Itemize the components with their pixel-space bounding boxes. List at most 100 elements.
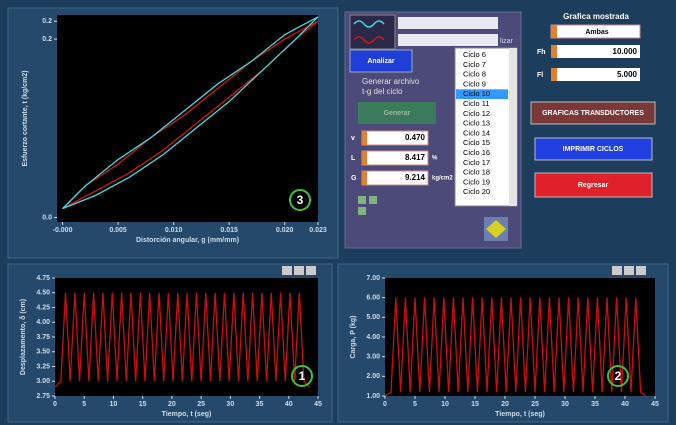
x-tick-label: 35 xyxy=(591,401,599,408)
cycle-item[interactable]: Ciclo 19 xyxy=(463,177,490,186)
param-unit: % xyxy=(432,156,438,162)
y-axis-label: Esfuerzo cortante, t (kg/cm2) xyxy=(22,70,29,166)
generate-label: Generar archivo xyxy=(362,77,420,86)
icon[interactable] xyxy=(369,196,377,204)
cycle-item[interactable]: Ciclo 14 xyxy=(463,128,490,137)
x-tick-label: 30 xyxy=(226,401,234,408)
x-axis-label: Distorción angular, g (mm/mm) xyxy=(136,237,239,244)
spinner[interactable] xyxy=(362,131,367,145)
legend-field[interactable] xyxy=(398,17,498,29)
x-tick-label: 45 xyxy=(651,401,659,408)
tool-icon[interactable] xyxy=(612,266,622,275)
scrollbar[interactable] xyxy=(509,48,517,206)
cycle-item[interactable]: Ciclo 12 xyxy=(463,109,490,118)
spinner[interactable] xyxy=(551,68,557,81)
button-label[interactable]: Regresar xyxy=(578,182,609,189)
param-value[interactable]: 0.470 xyxy=(405,133,426,142)
page: lizar Analizar Generar archivo t-g del c… xyxy=(0,0,676,425)
x-tick-label: 0 xyxy=(53,401,57,408)
cycle-item[interactable]: Ciclo 17 xyxy=(463,158,490,167)
x-tick-label: 10 xyxy=(110,401,118,408)
spinner[interactable] xyxy=(362,151,367,165)
x-tick-label: -0.000 xyxy=(53,227,73,234)
y-tick-label: 3.00 xyxy=(36,378,50,385)
param-label: L xyxy=(351,155,356,162)
tool-icon[interactable] xyxy=(294,266,304,275)
x-tick-label: 0.020 xyxy=(276,227,294,234)
x-tick-label: 0.023 xyxy=(309,227,327,234)
cycle-item[interactable]: Ciclo 13 xyxy=(463,119,490,128)
analyze-button-label[interactable]: Analizar xyxy=(367,58,395,65)
y-tick-label: 2.00 xyxy=(366,373,380,380)
cycle-item[interactable]: Ciclo 16 xyxy=(463,148,490,157)
x-tick-label: 5 xyxy=(82,401,86,408)
x-tick-label: 25 xyxy=(531,401,539,408)
y-tick-label: 7.00 xyxy=(366,275,380,282)
x-tick-label: 0.005 xyxy=(109,227,127,234)
param-value[interactable]: 8.417 xyxy=(405,153,426,162)
x-tick-label: 15 xyxy=(471,401,479,408)
x-tick-label: 0.010 xyxy=(165,227,183,234)
tool-icon[interactable] xyxy=(636,266,646,275)
icon[interactable] xyxy=(358,196,366,204)
x-tick-label: 30 xyxy=(561,401,569,408)
annotation: 2 xyxy=(615,369,622,383)
y-tick-label: 1.00 xyxy=(366,393,380,400)
y-axis-label: Desplazamento, δ (cm) xyxy=(20,299,27,375)
y-tick-label: 0.2 xyxy=(42,36,52,43)
cycle-item[interactable]: Ciclo 7 xyxy=(463,60,486,69)
x-tick-label: 20 xyxy=(168,401,176,408)
y-tick-label: 5.00 xyxy=(366,314,380,321)
x-tick-label: 45 xyxy=(314,401,322,408)
x-tick-label: 15 xyxy=(139,401,147,408)
x-tick-label: 5 xyxy=(413,401,417,408)
cycle-item[interactable]: Ciclo 6 xyxy=(463,50,486,59)
y-tick-label: 3.00 xyxy=(366,354,380,361)
param-label: v xyxy=(351,135,355,142)
annotation: 3 xyxy=(297,193,304,207)
fl-value[interactable]: 5.000 xyxy=(617,70,638,79)
tool-icon[interactable] xyxy=(282,266,292,275)
icon[interactable] xyxy=(358,207,366,215)
cycle-item[interactable]: Ciclo 15 xyxy=(463,138,490,147)
x-tick-label: 10 xyxy=(441,401,449,408)
y-tick-label: 4.50 xyxy=(36,290,50,297)
cycle-item[interactable]: Ciclo 9 xyxy=(463,79,486,88)
legend-field[interactable] xyxy=(398,34,498,46)
fh-label: Fh xyxy=(537,49,546,56)
dropdown-arrow[interactable] xyxy=(551,25,557,38)
x-tick-label: 40 xyxy=(621,401,629,408)
spinner[interactable] xyxy=(551,45,557,58)
y-tick-label: 2.75 xyxy=(36,393,50,400)
button-label[interactable]: GRAFICAS TRANSDUCTORES xyxy=(542,110,644,117)
fh-value[interactable]: 10.000 xyxy=(613,47,638,56)
cycle-item[interactable]: Ciclo 18 xyxy=(463,168,490,177)
spinner[interactable] xyxy=(362,171,367,185)
screen: lizar Analizar Generar archivo t-g del c… xyxy=(0,0,676,425)
y-tick-label: 4.25 xyxy=(36,304,50,311)
cycle-item[interactable]: Ciclo 20 xyxy=(463,187,490,196)
param-label: G xyxy=(351,175,357,182)
x-tick-label: 25 xyxy=(197,401,205,408)
x-tick-label: 0.015 xyxy=(220,227,238,234)
tool-icon[interactable] xyxy=(624,266,634,275)
param-value[interactable]: 9.214 xyxy=(405,173,426,182)
button-label[interactable]: IMPRIMIR CICLOS xyxy=(563,146,624,153)
y-tick-label: 3.75 xyxy=(36,334,50,341)
tool-icon[interactable] xyxy=(306,266,316,275)
y-tick-label: 3.25 xyxy=(36,363,50,370)
fl-label: Fl xyxy=(537,72,543,79)
y-tick-label: 4.00 xyxy=(36,319,50,326)
plot-legend xyxy=(350,15,395,49)
cycle-item[interactable]: Ciclo 8 xyxy=(463,70,486,79)
x-axis-label: Tiempo, t (seg) xyxy=(162,411,212,418)
x-tick-label: 35 xyxy=(256,401,264,408)
generate-button-label[interactable]: Generar xyxy=(384,110,411,117)
display-title: Grafica mostrada xyxy=(563,12,629,21)
y-axis-label: Carga, P (kg) xyxy=(350,315,357,358)
cycle-item[interactable]: Ciclo 11 xyxy=(463,99,490,108)
x-axis-label: Tiempo, t (seg) xyxy=(495,411,545,418)
y-tick-label: 0.2 xyxy=(42,18,52,25)
cycle-item[interactable]: Ciclo 10 xyxy=(463,89,490,98)
mode-value[interactable]: Ambas xyxy=(585,29,608,36)
